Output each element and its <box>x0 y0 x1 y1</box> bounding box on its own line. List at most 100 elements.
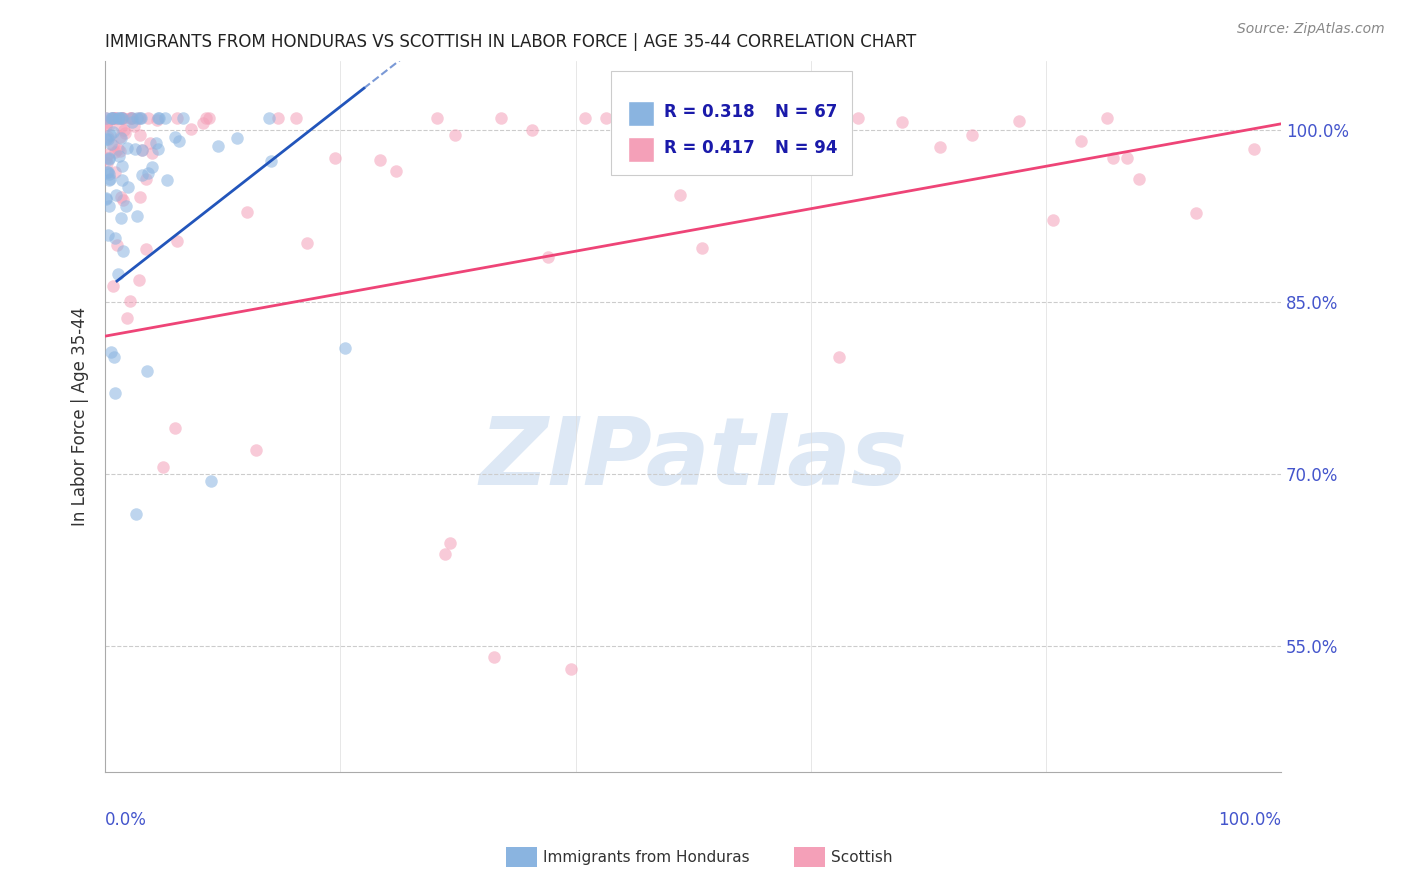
Point <box>172 111 194 125</box>
Point <box>107 267 129 281</box>
Point <box>129 128 152 142</box>
Point <box>669 187 692 202</box>
Point <box>112 111 135 125</box>
Point <box>115 141 138 155</box>
Bar <box>628 101 654 126</box>
Point <box>101 278 124 293</box>
Point <box>97 228 120 243</box>
Point <box>110 120 132 135</box>
Point <box>112 194 135 208</box>
Point <box>141 161 163 175</box>
Point <box>136 111 159 125</box>
Point <box>96 119 118 133</box>
Point <box>101 111 124 125</box>
Point <box>180 121 202 136</box>
Point <box>124 143 146 157</box>
Point <box>98 128 121 142</box>
Point <box>104 231 127 245</box>
Point <box>706 112 728 126</box>
Point <box>153 111 176 125</box>
Point <box>98 172 121 186</box>
Point <box>101 111 124 125</box>
Point <box>107 142 129 156</box>
Text: 100.0%: 100.0% <box>1218 812 1281 830</box>
Point <box>97 147 120 161</box>
Point <box>129 111 152 125</box>
Point <box>117 180 139 194</box>
Point <box>1185 206 1208 220</box>
Point <box>97 165 120 179</box>
Point <box>97 152 120 166</box>
Point <box>145 136 167 150</box>
Point <box>200 475 222 489</box>
Text: N = 67: N = 67 <box>775 103 838 121</box>
Point <box>156 173 179 187</box>
Point <box>96 191 118 205</box>
Point <box>104 385 127 400</box>
Point <box>131 168 153 182</box>
Point <box>928 140 950 154</box>
Point <box>135 242 157 256</box>
Point <box>166 111 188 125</box>
Point <box>537 250 560 264</box>
Point <box>128 273 150 287</box>
Point <box>105 238 128 252</box>
Point <box>104 145 127 159</box>
Point <box>245 442 267 457</box>
Point <box>323 151 346 165</box>
Point <box>370 153 392 168</box>
Point <box>120 111 142 125</box>
Point <box>104 111 127 125</box>
Point <box>111 111 134 125</box>
Point <box>191 116 214 130</box>
Point <box>108 129 131 144</box>
Point <box>96 156 118 170</box>
Text: N = 94: N = 94 <box>775 139 838 157</box>
Point <box>1102 151 1125 165</box>
Point <box>148 111 170 125</box>
Point <box>110 111 132 125</box>
Point <box>141 146 163 161</box>
Point <box>110 144 132 158</box>
Point <box>1070 134 1092 148</box>
Point <box>96 192 118 206</box>
Point <box>127 210 149 224</box>
Point <box>662 111 685 125</box>
Point <box>426 111 449 125</box>
Point <box>595 111 617 125</box>
Point <box>96 132 118 146</box>
Text: Source: ZipAtlas.com: Source: ZipAtlas.com <box>1237 22 1385 37</box>
Point <box>138 136 160 150</box>
Point <box>100 136 122 151</box>
Point <box>103 111 125 125</box>
Point <box>108 149 131 163</box>
Point <box>96 115 118 129</box>
Point <box>97 129 120 144</box>
Point <box>136 166 159 180</box>
Point <box>121 111 143 125</box>
Point <box>439 535 461 549</box>
Point <box>574 111 596 125</box>
Text: R = 0.417: R = 0.417 <box>664 139 755 157</box>
Point <box>165 130 187 145</box>
Point <box>108 111 131 125</box>
Point <box>166 234 188 248</box>
Point <box>114 199 136 213</box>
Text: 0.0%: 0.0% <box>105 812 148 830</box>
Point <box>120 293 142 308</box>
Point <box>198 111 221 125</box>
Point <box>96 111 118 125</box>
Point <box>111 173 134 187</box>
Point <box>110 211 132 226</box>
Point <box>146 112 169 127</box>
Text: ZIPatlas: ZIPatlas <box>479 413 907 505</box>
Point <box>194 111 217 125</box>
Point <box>110 130 132 145</box>
Point <box>100 111 122 125</box>
Point <box>112 123 135 137</box>
Point <box>522 123 544 137</box>
Point <box>285 111 308 125</box>
Point <box>482 650 505 665</box>
Point <box>434 547 457 561</box>
Point <box>891 114 914 128</box>
